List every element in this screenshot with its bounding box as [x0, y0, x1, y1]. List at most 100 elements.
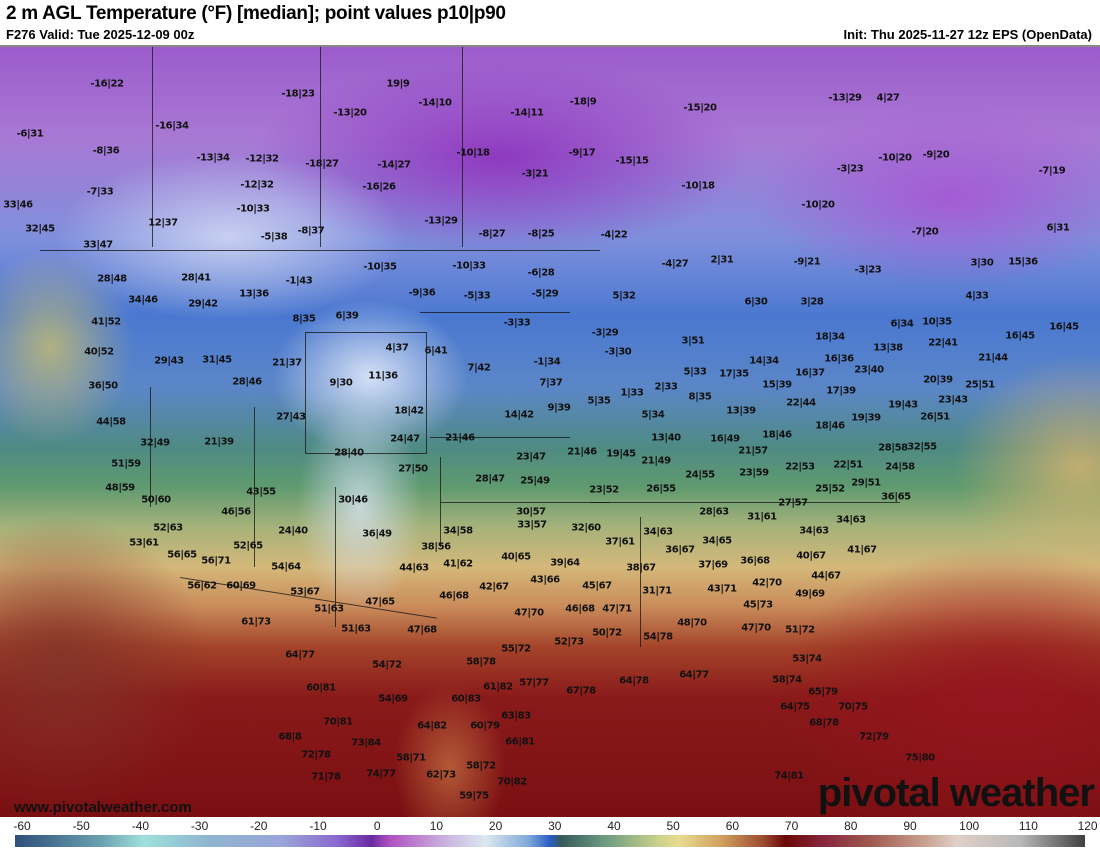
- point-value-label: 74|77: [366, 768, 396, 780]
- colorbar-tick-label: 50: [666, 819, 680, 833]
- point-value-label: 68|78: [809, 717, 839, 729]
- point-value-label: 17|39: [826, 385, 856, 397]
- point-value-label: 13|40: [651, 432, 681, 444]
- point-value-label: 18|46: [762, 429, 792, 441]
- point-value-label: 21|39: [204, 436, 234, 448]
- point-value-label: -8|36: [92, 145, 120, 157]
- point-value-label: 22|41: [928, 337, 958, 349]
- point-value-label: 60|79: [470, 720, 500, 732]
- point-value-label: 8|35: [292, 313, 316, 325]
- point-value-label: 25|52: [815, 483, 845, 495]
- point-value-label: 64|78: [619, 675, 649, 687]
- point-value-label: 20|39: [923, 374, 953, 386]
- point-value-label: 1|33: [620, 387, 644, 399]
- point-value-label: 40|67: [796, 550, 826, 562]
- point-value-label: -5|29: [531, 288, 559, 300]
- point-value-label: 21|57: [738, 445, 768, 457]
- point-value-label: 55|72: [501, 643, 531, 655]
- point-value-label: 18|42: [394, 405, 424, 417]
- point-value-label: 50|72: [592, 627, 622, 639]
- point-value-label: 49|69: [795, 588, 825, 600]
- point-value-label: -8|25: [527, 228, 555, 240]
- point-value-label: 46|56: [221, 506, 251, 518]
- point-value-label: 6|41: [424, 345, 448, 357]
- point-value-label: 51|72: [785, 624, 815, 636]
- point-value-label: 30|57: [516, 506, 546, 518]
- point-value-label: 34|63: [643, 526, 673, 538]
- colorbar-tick-label: 30: [548, 819, 562, 833]
- watermark-url: www.pivotalweather.com: [14, 799, 192, 816]
- point-value-label: 6|39: [335, 310, 359, 322]
- point-value-label: 34|46: [128, 294, 158, 306]
- us-canada-border: [40, 250, 600, 251]
- point-value-label: 61|82: [483, 681, 513, 693]
- point-value-label: 51|63: [341, 623, 371, 635]
- map-title: 2 m AGL Temperature (°F) [median]; point…: [6, 3, 506, 24]
- point-value-label: 28|58: [878, 442, 908, 454]
- colorbar-tick-label: 100: [959, 819, 980, 833]
- point-value-label: -10|33: [236, 203, 270, 215]
- point-value-label: -5|33: [463, 290, 491, 302]
- state-line: [430, 437, 570, 438]
- point-value-label: 37|69: [698, 559, 728, 571]
- point-value-label: 74|81: [774, 770, 804, 782]
- point-value-label: 28|48: [97, 273, 127, 285]
- point-value-label: 36|65: [881, 491, 911, 503]
- point-value-label: 27|57: [778, 497, 808, 509]
- point-value-label: 31|61: [747, 511, 777, 523]
- point-value-label: 47|70: [514, 607, 544, 619]
- point-value-label: -1|34: [533, 356, 561, 368]
- state-line: [440, 502, 610, 503]
- colorbar-tick-label: 0: [373, 819, 381, 833]
- point-value-label: 24|47: [390, 433, 420, 445]
- point-value-label: -7|33: [86, 186, 114, 198]
- point-value-label: 2|33: [654, 381, 678, 393]
- us-mexico-border: [179, 577, 437, 619]
- colorbar-tick-label: -50: [72, 819, 90, 833]
- point-value-label: 5|32: [612, 290, 636, 302]
- point-value-label: 43|55: [246, 486, 276, 498]
- point-value-label: 39|64: [550, 557, 580, 569]
- point-value-label: 46|68: [565, 603, 595, 615]
- point-value-label: 32|49: [140, 437, 170, 449]
- temperature-map[interactable]: -16|22 19|9 -18|23 -14|10 -13|20 -14|11 -18|9 -…: [0, 45, 1100, 819]
- point-value-label: 36|68: [740, 555, 770, 567]
- point-value-label: 60|69: [226, 580, 256, 592]
- point-value-label: 72|79: [859, 731, 889, 743]
- point-value-label: 68|8: [278, 731, 302, 743]
- point-value-label: -10|35: [363, 261, 397, 273]
- point-value-label: 47|70: [741, 622, 771, 634]
- point-value-label: 70|75: [838, 701, 868, 713]
- point-value-label: 2|31: [710, 254, 734, 266]
- province-line: [320, 47, 321, 247]
- point-value-label: 44|67: [811, 570, 841, 582]
- point-value-label: 47|65: [365, 596, 395, 608]
- point-value-label: -12|32: [245, 153, 279, 165]
- point-value-label: 30|46: [338, 494, 368, 506]
- point-value-label: -13|34: [196, 152, 230, 164]
- point-value-label: 16|37: [795, 367, 825, 379]
- point-value-label: 64|75: [780, 701, 810, 713]
- point-value-label: 64|82: [417, 720, 447, 732]
- point-value-label: 28|40: [334, 447, 364, 459]
- point-value-label: -3|23: [836, 163, 864, 175]
- point-value-label: 24|40: [278, 525, 308, 537]
- point-value-label: -7|20: [911, 226, 939, 238]
- point-value-label: 60|83: [451, 693, 481, 705]
- point-value-label: 18|34: [815, 331, 845, 343]
- point-value-label: 53|74: [792, 653, 822, 665]
- point-value-label: 6|31: [1046, 222, 1070, 234]
- point-value-label: 57|77: [519, 677, 549, 689]
- point-value-label: 48|59: [105, 482, 135, 494]
- point-value-label: -4|27: [661, 258, 689, 270]
- point-value-label: 54|64: [271, 561, 301, 573]
- point-value-label: 56|62: [187, 580, 217, 592]
- point-value-label: 33|46: [3, 199, 33, 211]
- point-value-label: 56|65: [167, 549, 197, 561]
- state-line: [335, 487, 336, 627]
- point-value-label: 42|67: [479, 581, 509, 593]
- point-value-label: 7|37: [539, 377, 563, 389]
- point-value-label: 53|67: [290, 586, 320, 598]
- state-line: [590, 502, 900, 503]
- point-value-label: 52|65: [233, 540, 263, 552]
